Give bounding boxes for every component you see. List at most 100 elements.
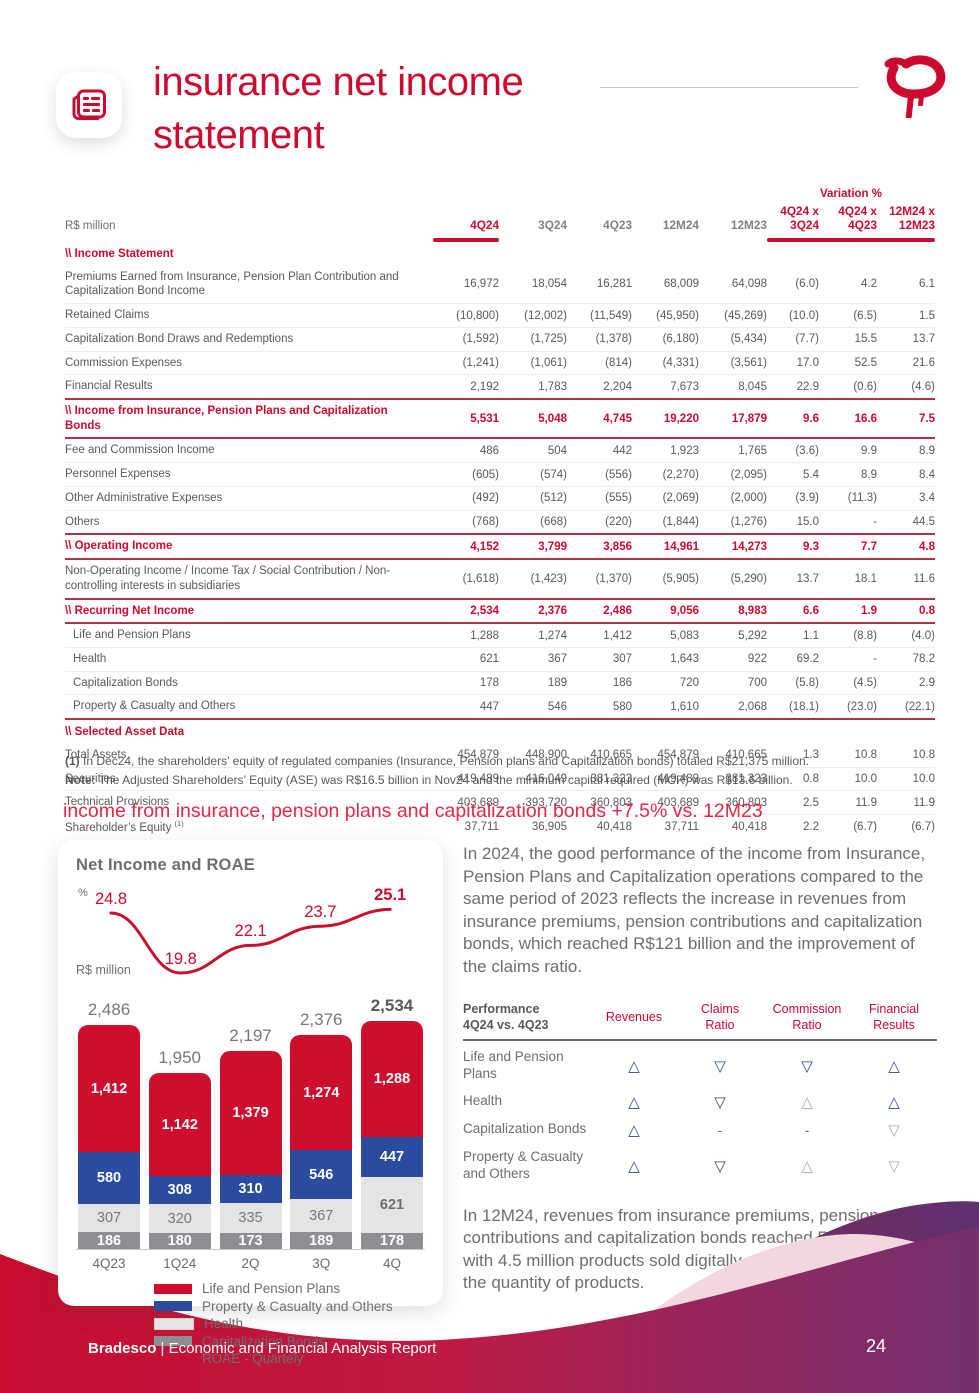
row-value: (45,950) <box>656 309 699 322</box>
row-value: (3.9) <box>795 492 819 505</box>
row-value: 21.6 <box>912 356 935 369</box>
bar-1Q24: 1,950 1,142 308 320 180 <box>148 1048 211 1249</box>
row-value: (4.5) <box>853 677 877 690</box>
col-header-3q24: 3Q24 <box>538 218 567 232</box>
table-row: Commission Expenses (1,241) (1,061) (814) (4… <box>65 350 935 375</box>
row-value: 17.0 <box>796 356 819 369</box>
roae-value-label: 25.1 <box>374 886 407 905</box>
row-label: Others <box>65 515 100 528</box>
row-value: (814) <box>605 356 632 369</box>
perf-col-commission: Commission Ratio <box>772 1001 842 1032</box>
table-header: Variation % R$ million 4Q24 3Q24 4Q23 12… <box>65 188 935 242</box>
legend-label: Capitalization Bonds <box>202 1333 326 1349</box>
performance-title: Performance 4Q24 vs. 4Q23 <box>463 1001 549 1032</box>
up-triangle-icon: △ <box>801 1093 813 1111</box>
row-value: (5,290) <box>730 572 767 585</box>
table-row: Premiums Earned from Insurance, Pension … <box>65 266 935 303</box>
footer-report-title: Bradesco | Economic and Financial Analys… <box>88 1340 437 1357</box>
row-label: Premiums Earned from Insurance, Pension … <box>65 270 399 298</box>
bar-segment: 1,379 <box>219 1051 282 1175</box>
row-value: 8.9 <box>919 444 935 457</box>
legend-label: Life and Pension Plans <box>202 1281 341 1296</box>
row-value: (1,370) <box>595 572 632 585</box>
row-value: 14,961 <box>663 540 699 553</box>
col-header-var3: 12M24 x 12M23 <box>889 204 935 232</box>
legend-swatch <box>154 1283 192 1294</box>
row-value: 1.5 <box>919 309 935 322</box>
row-value: (2,095) <box>730 468 767 481</box>
chart-unit-label: R$ million <box>76 963 131 977</box>
performance-row: Property & Casualty and Others △ ▽ △ ▽ <box>463 1141 937 1185</box>
x-axis-label: 2Q <box>241 1256 260 1271</box>
row-value: 3,856 <box>603 540 632 553</box>
row-value: 2,192 <box>470 380 499 393</box>
table-row: Total Assets 454,879 448,900 410,665 454,879… <box>65 744 935 767</box>
roae-line-zone: % R$ million 24.8 19.8 22.1 23.7 25.1 <box>76 879 425 983</box>
row-value: 11.9 <box>913 796 935 809</box>
row-label: Shareholder’s Equity (1) <box>65 818 184 834</box>
row-value: 2.2 <box>803 821 819 834</box>
row-value: (6,180) <box>662 333 699 346</box>
row-value: 5,083 <box>670 629 699 642</box>
performance-row-label: Capitalization Bonds <box>463 1121 587 1137</box>
table-row: \\ Selected Asset Data <box>65 718 935 744</box>
row-label: Securities <box>65 772 116 785</box>
row-value: 186 <box>612 677 632 690</box>
row-value: 13.7 <box>912 333 935 346</box>
row-label: Capitalization Bond Draws and Redemption… <box>65 332 294 345</box>
row-value: 1,923 <box>670 444 699 457</box>
perf-col-revenues: Revenues <box>605 1009 663 1024</box>
bar-segment: 320 <box>148 1204 211 1233</box>
row-value: 9.6 <box>803 412 819 425</box>
row-value: 7,673 <box>670 380 699 393</box>
row-value: (11,549) <box>590 309 632 322</box>
x-axis-label: 3Q <box>312 1256 331 1271</box>
bar-segment: 173 <box>219 1233 282 1249</box>
row-value: (3.6) <box>795 444 819 457</box>
legend-item: ROAE - Quartely <box>154 1351 425 1366</box>
row-value: 2,204 <box>603 380 632 393</box>
row-value: (10,800) <box>456 309 499 322</box>
row-value: 37,711 <box>664 821 699 834</box>
col-header-12m23: 12M23 <box>730 218 767 232</box>
row-value: 2,486 <box>603 604 632 617</box>
row-value: (1,725) <box>530 333 567 346</box>
footnotes: (1) In Dec24, the shareholders’ equity o… <box>65 752 935 789</box>
row-value: (3,561) <box>730 356 767 369</box>
bar-segment: 1,142 <box>148 1073 211 1176</box>
footnote-note: Note: The Adjusted Shareholders’ Equity … <box>65 772 793 787</box>
row-value: 546 <box>547 700 567 713</box>
row-label: \\ Selected Asset Data <box>65 726 185 739</box>
row-value: (7.7) <box>795 333 819 346</box>
table-row: Personnel Expenses (605) (574) (556) (2,270)… <box>65 462 935 486</box>
legend-swatch <box>154 1356 192 1361</box>
row-label: Commission Expenses <box>65 356 182 369</box>
section-subtitle: income from insurance, pension plans and… <box>63 800 763 822</box>
row-value: 10.0 <box>912 772 935 785</box>
table-row: Capitalization Bonds 178 189 186 720 700 (5.8)… <box>65 670 935 695</box>
legend-swatch <box>154 1336 192 1346</box>
row-label: Life and Pension Plans <box>73 629 191 642</box>
roae-value-label: 19.8 <box>164 950 197 968</box>
col-header-12m24: 12M24 <box>662 218 699 232</box>
row-value: 22.9 <box>796 380 819 393</box>
row-value: (4,331) <box>662 356 699 369</box>
legend-item: Health <box>154 1316 425 1331</box>
row-label: Other Administrative Expenses <box>65 491 223 504</box>
row-value: 0.8 <box>919 604 935 617</box>
neutral-indicator: - <box>804 1121 810 1138</box>
row-value: 5,048 <box>538 412 567 425</box>
down-triangle-icon: ▽ <box>888 1121 900 1139</box>
bar-segment: 1,412 <box>78 1025 140 1152</box>
row-value: 19,220 <box>663 412 699 425</box>
row-value: 2,068 <box>738 700 767 713</box>
row-value: 40,418 <box>596 821 632 834</box>
row-value: 410,665 <box>725 749 767 762</box>
bar-4Q23: 2,486 1,412 580 307 186 <box>78 1000 140 1249</box>
row-label: \\ Operating Income <box>65 540 173 553</box>
legend-swatch <box>154 1301 192 1311</box>
row-value: (2,270) <box>662 468 699 481</box>
commentary-column: In 2024, the good performance of the inc… <box>463 843 937 1295</box>
performance-row: Health △ ▽ △ △ <box>463 1085 937 1113</box>
row-value: 11.9 <box>855 796 877 809</box>
